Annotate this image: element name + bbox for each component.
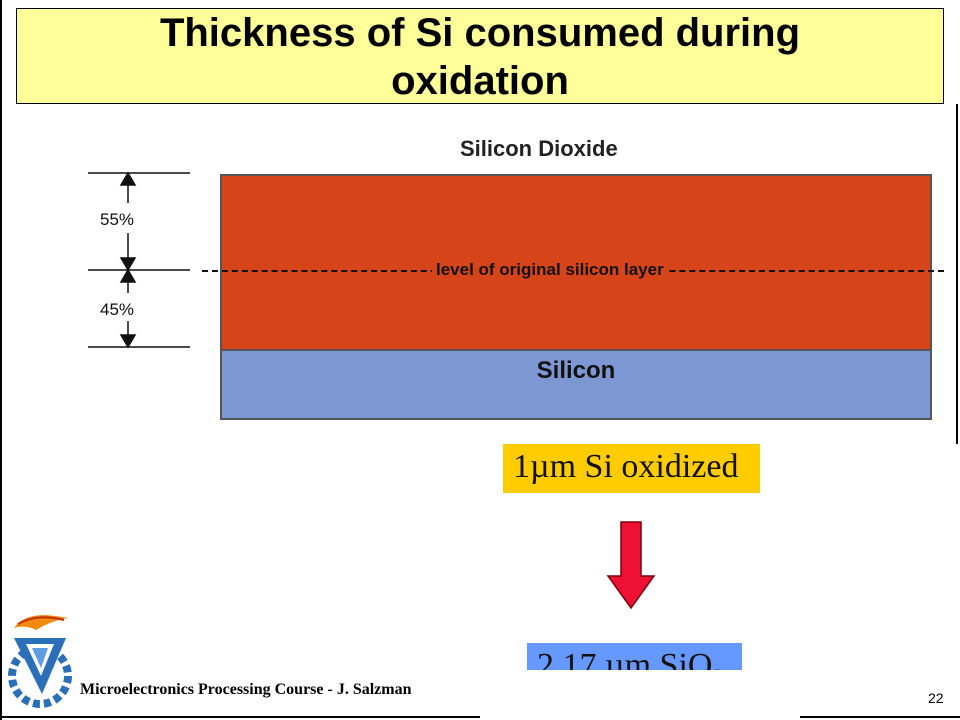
- arrowhead-up-mid: [119, 268, 137, 283]
- silicon-layer-label: Silicon: [536, 357, 616, 384]
- technion-logo: [8, 615, 72, 708]
- original-level-label: level of original silicon layer: [432, 260, 668, 280]
- slide-number: 22: [928, 690, 944, 706]
- slide-title-line-1: Thickness of Si consumed during: [159, 11, 801, 55]
- lower-percent-label: 45%: [100, 300, 135, 319]
- arrowhead-down-mid: [119, 257, 137, 272]
- thickness-dimension-markers: [88, 171, 190, 349]
- slide-title: Thickness of Si consumed during oxidatio…: [16, 8, 944, 104]
- footer-overlap-mask: [480, 670, 800, 720]
- slide-left-border: [0, 0, 2, 720]
- oxide-layer-label: Silicon Dioxide: [460, 136, 618, 161]
- silicon-layer: Silicon: [220, 349, 932, 420]
- slide-title-line-2: oxidation: [391, 59, 569, 103]
- course-footer: Microelectronics Processing Course - J. …: [80, 681, 412, 698]
- slide-right-border: [956, 104, 958, 444]
- down-arrow-icon: [606, 521, 656, 610]
- upper-percent-label: 55%: [100, 210, 135, 229]
- arrowhead-up-top: [119, 171, 137, 186]
- arrowhead-down-bottom: [119, 334, 137, 349]
- silicon-oxidized-caption: 1µm Si oxidized: [503, 444, 760, 493]
